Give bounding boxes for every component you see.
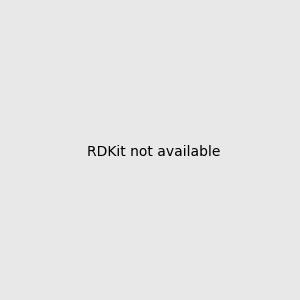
Text: RDKit not available: RDKit not available xyxy=(87,145,220,158)
